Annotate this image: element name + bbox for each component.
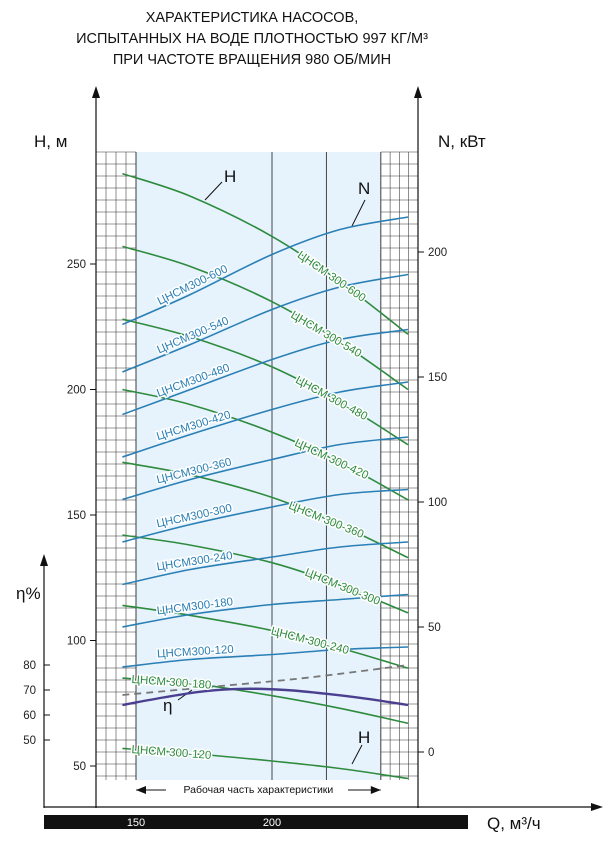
power-curve [122, 328, 409, 416]
power-axis-title: N, кВт [438, 132, 486, 151]
flow-scale-bar [44, 815, 468, 829]
head-curve [122, 318, 409, 446]
power-curve [122, 593, 409, 628]
flow-axis-arrow [591, 803, 603, 811]
head-curve [122, 461, 409, 559]
head-curve [122, 747, 409, 780]
power-axis-arrow [414, 86, 422, 98]
power-tick-label: 200 [428, 247, 447, 259]
power-curve [122, 273, 409, 373]
power-letter-leader [351, 199, 366, 227]
chart-curves-layer [122, 172, 409, 780]
power-curve [122, 488, 409, 543]
power-curve [122, 541, 409, 586]
chart-background-layer [40, 86, 603, 829]
head-curve [122, 534, 409, 614]
work-range-arrow-right [370, 786, 381, 794]
head-tick-label: 50 [73, 761, 86, 773]
efficiency-tick-label: 80 [23, 660, 36, 672]
head-tick-label: 100 [67, 636, 86, 648]
head-tick-label: 150 [67, 510, 86, 522]
work-range-label-bg [166, 781, 348, 797]
head-tick-label: 200 [67, 385, 86, 397]
head-curve-letter: H [224, 167, 236, 186]
power-curve [122, 216, 409, 326]
work-zone-background [136, 152, 381, 780]
efficiency-tick-label: 70 [23, 685, 36, 697]
head-axis-arrow [92, 86, 100, 98]
efficiency-axis-title: η% [16, 584, 41, 603]
power-tick-label: 0 [428, 747, 434, 759]
efficiency-curve [122, 687, 409, 707]
efficiency-axis-arrow [40, 554, 48, 566]
title-line-1: ХАРАКТЕРИСТИКА НАСОСОВ, [146, 10, 359, 26]
head-axis-title: H, м [34, 132, 67, 151]
head-letter-leader [204, 181, 223, 201]
efficiency-curve-letter: η [163, 696, 172, 715]
flow-tick-label: 150 [127, 817, 145, 829]
efficiency-dashed-curve [122, 664, 409, 696]
head-curve [122, 388, 409, 501]
power-curve [122, 381, 409, 458]
head-curve [122, 604, 409, 669]
efficiency-tick-label: 50 [23, 735, 36, 747]
power-curve [122, 436, 409, 501]
head-low-curve-letter: H [358, 728, 370, 747]
power-tick-label: 150 [428, 372, 447, 384]
head-low-letter-leader [351, 744, 363, 765]
work-range-arrow-left [136, 786, 146, 794]
head-curve [122, 245, 409, 391]
work-range-label: Рабочая часть характеристики [184, 784, 334, 796]
flow-axis-title: Q, м³/ч [487, 814, 541, 833]
flow-tick-label: 200 [263, 817, 281, 829]
efficiency-tick-label: 60 [23, 710, 36, 722]
head-curve [122, 677, 409, 725]
title-line-2: ИСПЫТАННЫХ НА ВОДЕ ПЛОТНОСТЬЮ 997 КГ/М³ [76, 31, 428, 47]
power-tick-label: 50 [428, 622, 441, 634]
head-tick-label: 250 [67, 259, 86, 271]
power-tick-label: 100 [428, 497, 447, 509]
head-curve [122, 172, 409, 335]
power-curve-letter: N [358, 179, 370, 198]
power-curve [122, 646, 409, 668]
title-line-3: ПРИ ЧАСТОТЕ ВРАЩЕНИЯ 980 ОБ/МИН [113, 52, 391, 68]
chart-title: ХАРАКТЕРИСТИКА НАСОСОВ, ИСПЫТАННЫХ НА ВО… [76, 10, 428, 68]
